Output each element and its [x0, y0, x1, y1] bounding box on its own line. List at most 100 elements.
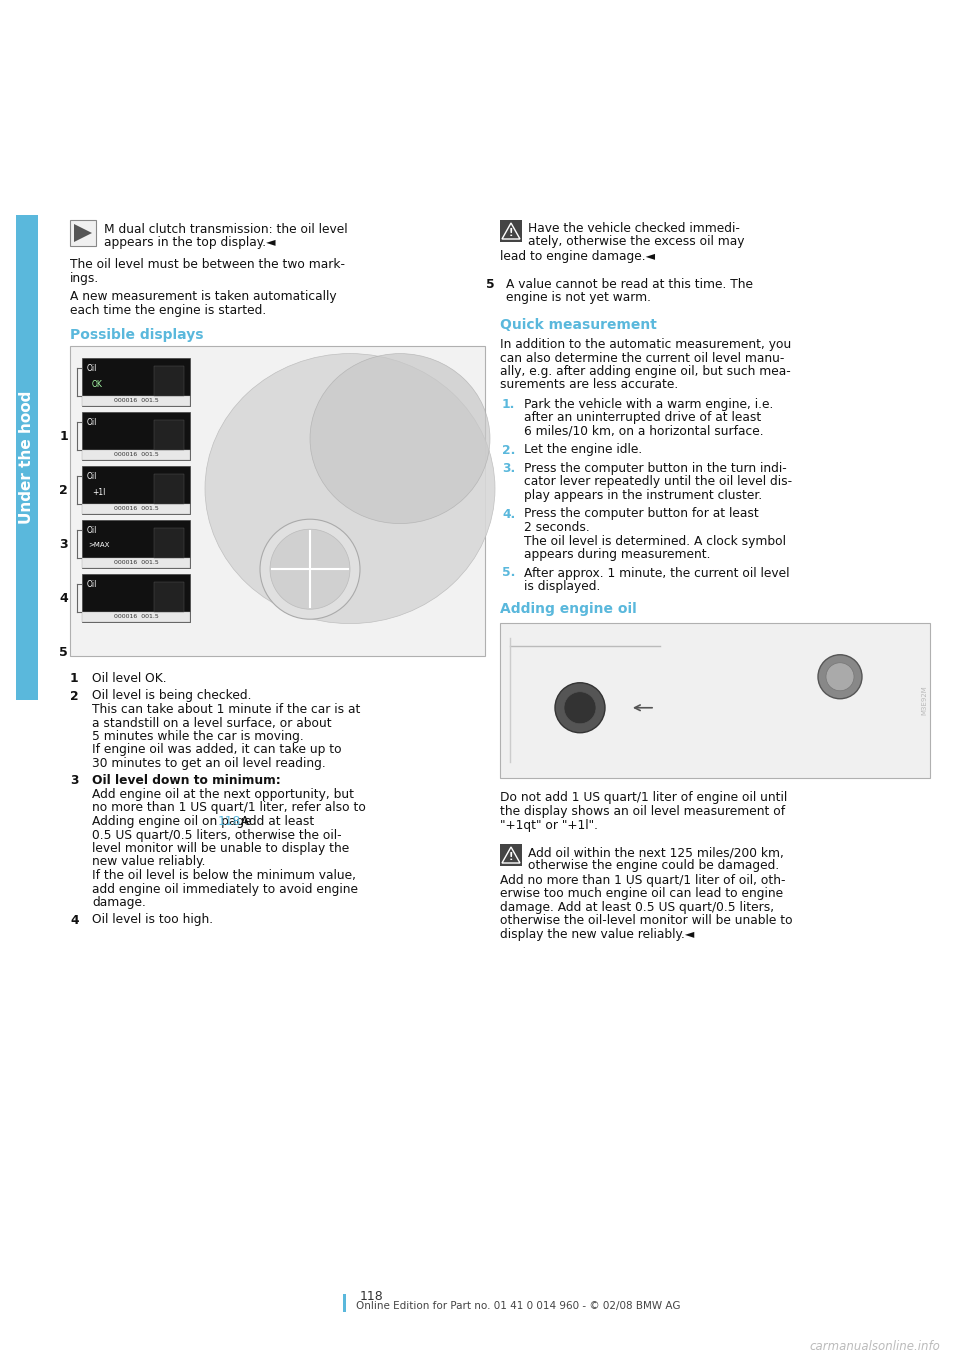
Text: ately, otherwise the excess oil may: ately, otherwise the excess oil may [528, 235, 745, 249]
Bar [500, 220, 522, 242]
Text: new value reliably.: new value reliably. [92, 856, 205, 869]
Bar [343, 1294, 346, 1312]
Text: Oil: Oil [87, 418, 97, 426]
Text: ings.: ings. [70, 272, 99, 285]
Circle shape [818, 655, 862, 699]
Ellipse shape [310, 353, 490, 524]
Polygon shape [74, 224, 92, 242]
Text: If the oil level is below the minimum value,: If the oil level is below the minimum va… [92, 869, 356, 881]
Bar [82, 558, 190, 568]
Text: 0.5 US quart/0.5 liters, otherwise the oil-: 0.5 US quart/0.5 liters, otherwise the o… [92, 828, 342, 842]
Text: A new measurement is taken automatically: A new measurement is taken automatically [70, 291, 337, 303]
Text: 4: 4 [70, 914, 79, 926]
Text: !: ! [509, 228, 514, 238]
Text: Add no more than 1 US quart/1 liter of oil, oth-: Add no more than 1 US quart/1 liter of o… [500, 875, 785, 887]
Text: ally, e.g. after adding engine oil, but such mea-: ally, e.g. after adding engine oil, but … [500, 365, 791, 378]
Circle shape [260, 519, 360, 619]
Text: . Add at least: . Add at least [232, 815, 314, 828]
Text: 118: 118 [218, 815, 242, 828]
Text: 2.: 2. [502, 444, 516, 456]
Text: After approx. 1 minute, the current oil level: After approx. 1 minute, the current oil … [524, 566, 789, 580]
Text: 30 minutes to get an oil level reading.: 30 minutes to get an oil level reading. [92, 756, 325, 770]
Text: Park the vehicle with a warm engine, i.e.: Park the vehicle with a warm engine, i.e… [524, 398, 774, 411]
Text: The oil level must be between the two mark-: The oil level must be between the two ma… [70, 258, 345, 272]
Text: In addition to the automatic measurement, you: In addition to the automatic measurement… [500, 338, 791, 350]
Bar [70, 346, 485, 656]
Text: "+1qt" or "+1l".: "+1qt" or "+1l". [500, 819, 598, 831]
Bar [154, 474, 184, 504]
Text: otherwise the oil-level monitor will be unable to: otherwise the oil-level monitor will be … [500, 914, 793, 928]
Text: A value cannot be read at this time. The: A value cannot be read at this time. The [506, 278, 753, 291]
Text: Oil: Oil [87, 364, 97, 373]
Text: Adding engine oil on page: Adding engine oil on page [92, 815, 255, 828]
Text: Adding engine oil: Adding engine oil [500, 603, 636, 617]
Text: 5: 5 [60, 645, 68, 659]
Text: level monitor will be unable to display the: level monitor will be unable to display … [92, 842, 349, 856]
Text: no more than 1 US quart/1 liter, refer also to: no more than 1 US quart/1 liter, refer a… [92, 801, 366, 815]
Text: otherwise the engine could be damaged.: otherwise the engine could be damaged. [528, 860, 780, 872]
Text: 5.: 5. [502, 566, 516, 580]
Text: 000016  001.5: 000016 001.5 [113, 561, 158, 565]
Text: +1l: +1l [92, 488, 106, 497]
Text: can also determine the current oil level manu-: can also determine the current oil level… [500, 352, 784, 364]
Text: Quick measurement: Quick measurement [500, 318, 657, 331]
Text: Press the computer button in the turn indi-: Press the computer button in the turn in… [524, 462, 787, 475]
Text: Do not add 1 US quart/1 liter of engine oil until: Do not add 1 US quart/1 liter of engine … [500, 792, 787, 804]
Text: The oil level is determined. A clock symbol: The oil level is determined. A clock sym… [524, 535, 786, 547]
Bar [82, 397, 190, 406]
Text: 118: 118 [360, 1290, 384, 1302]
Text: is displayed.: is displayed. [524, 580, 600, 593]
Text: damage. Add at least 0.5 US quart/0.5 liters,: damage. Add at least 0.5 US quart/0.5 li… [500, 900, 774, 914]
Bar [154, 528, 184, 558]
Text: Let the engine idle.: Let the engine idle. [524, 444, 642, 456]
Bar [70, 220, 96, 246]
Bar [500, 845, 522, 866]
Text: OK: OK [92, 380, 103, 388]
Circle shape [826, 663, 854, 691]
Text: 000016  001.5: 000016 001.5 [113, 615, 158, 619]
Text: 3.: 3. [502, 462, 516, 475]
Text: Oil: Oil [87, 526, 97, 535]
Text: Oil level down to minimum:: Oil level down to minimum: [92, 774, 280, 788]
Text: Oil level is too high.: Oil level is too high. [92, 914, 213, 926]
Text: surements are less accurate.: surements are less accurate. [500, 379, 679, 391]
Text: 1: 1 [70, 672, 79, 684]
Text: Oil: Oil [87, 580, 97, 589]
Circle shape [555, 683, 605, 733]
Text: display the new value reliably.◄: display the new value reliably.◄ [500, 928, 694, 941]
Text: 2: 2 [60, 483, 68, 497]
Ellipse shape [205, 353, 495, 623]
Text: a standstill on a level surface, or about: a standstill on a level surface, or abou… [92, 717, 331, 729]
Text: >MAX: >MAX [88, 542, 109, 549]
Text: add engine oil immediately to avoid engine: add engine oil immediately to avoid engi… [92, 883, 358, 895]
Bar [82, 359, 190, 406]
Text: !: ! [509, 851, 514, 862]
Text: Under the hood: Under the hood [19, 391, 35, 524]
Text: 3: 3 [70, 774, 79, 788]
Text: Add engine oil at the next opportunity, but: Add engine oil at the next opportunity, … [92, 788, 354, 801]
Text: engine is not yet warm.: engine is not yet warm. [506, 292, 651, 304]
Text: the display shows an oil level measurement of: the display shows an oil level measureme… [500, 805, 785, 818]
Text: 4.: 4. [502, 508, 516, 520]
Text: play appears in the instrument cluster.: play appears in the instrument cluster. [524, 489, 762, 502]
Text: 2: 2 [70, 690, 79, 702]
Text: 000016  001.5: 000016 001.5 [113, 452, 158, 458]
Text: Oil: Oil [87, 473, 97, 481]
Text: after an uninterrupted drive of at least: after an uninterrupted drive of at least [524, 411, 761, 425]
Text: If engine oil was added, it can take up to: If engine oil was added, it can take up … [92, 743, 342, 756]
Bar [82, 612, 190, 622]
Text: cator lever repeatedly until the oil level dis-: cator lever repeatedly until the oil lev… [524, 475, 792, 489]
Text: 1.: 1. [502, 398, 516, 411]
Bar [154, 420, 184, 449]
Bar [500, 622, 930, 778]
Text: erwise too much engine oil can lead to engine: erwise too much engine oil can lead to e… [500, 888, 783, 900]
Text: Press the computer button for at least: Press the computer button for at least [524, 508, 758, 520]
Text: 5 minutes while the car is moving.: 5 minutes while the car is moving. [92, 731, 303, 743]
Text: 5: 5 [486, 278, 494, 291]
Bar [82, 520, 190, 568]
Text: damage.: damage. [92, 896, 146, 909]
Bar [82, 411, 190, 460]
Text: Oil level is being checked.: Oil level is being checked. [92, 690, 252, 702]
Text: 2 seconds.: 2 seconds. [524, 521, 589, 534]
Text: Oil level OK.: Oil level OK. [92, 672, 167, 684]
